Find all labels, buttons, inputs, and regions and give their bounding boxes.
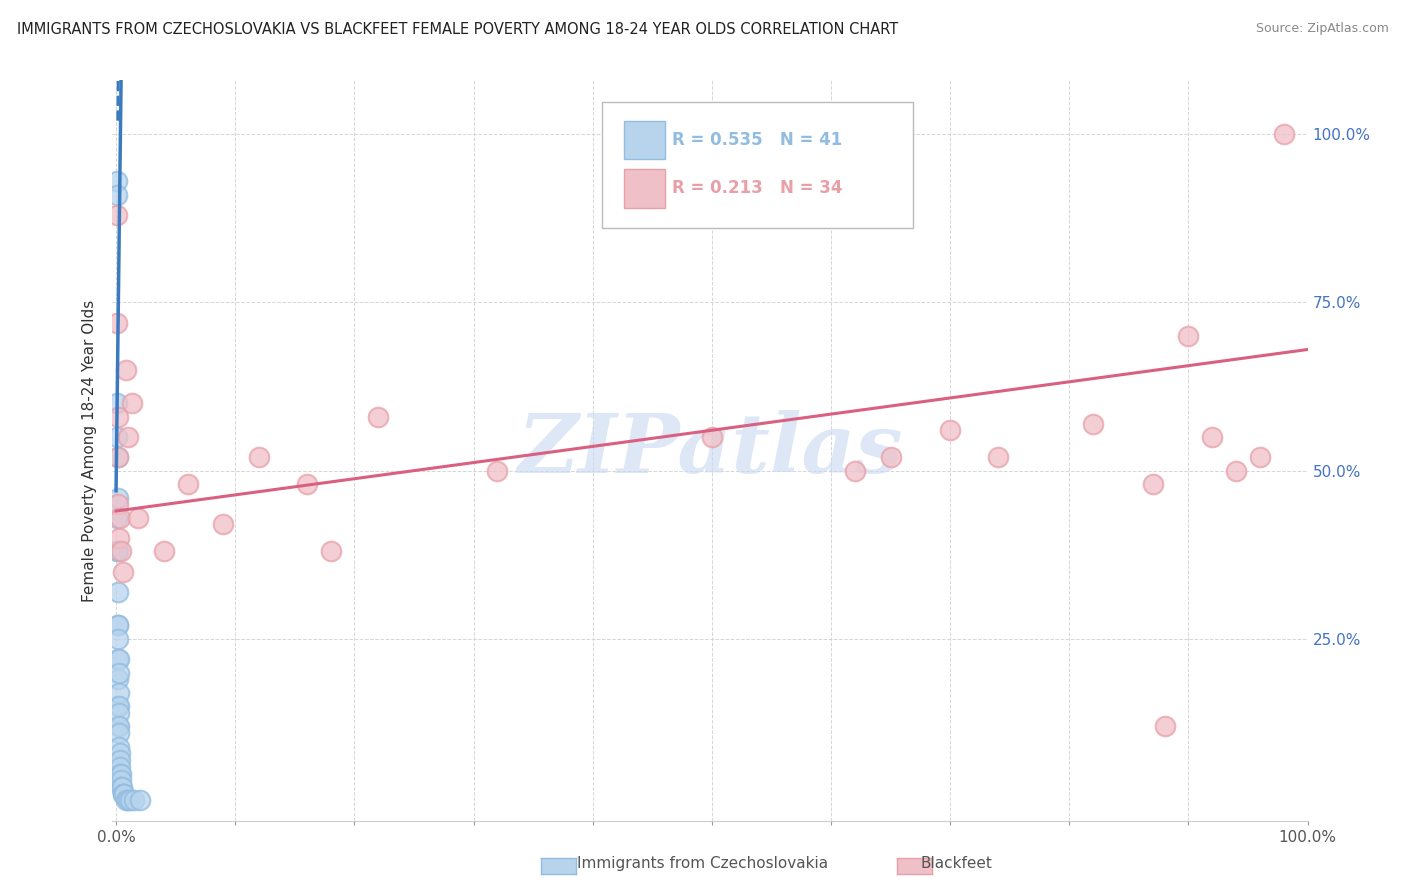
Point bbox=[110, 766, 132, 780]
Point bbox=[107, 652, 129, 666]
Point bbox=[107, 316, 129, 330]
Point bbox=[117, 793, 139, 807]
Point bbox=[107, 497, 129, 511]
Point bbox=[367, 409, 389, 424]
Point bbox=[112, 787, 135, 801]
Point bbox=[1201, 430, 1223, 444]
Point bbox=[108, 531, 131, 545]
Point bbox=[107, 618, 129, 632]
Point bbox=[1142, 477, 1164, 491]
Point bbox=[1081, 417, 1104, 431]
Point bbox=[110, 780, 132, 794]
Point bbox=[212, 517, 235, 532]
Point bbox=[247, 450, 270, 465]
Point bbox=[114, 362, 136, 376]
Point bbox=[939, 423, 962, 437]
Point bbox=[107, 544, 129, 558]
Point bbox=[108, 753, 131, 767]
Point bbox=[107, 450, 129, 465]
Point bbox=[111, 787, 134, 801]
Text: IMMIGRANTS FROM CZECHOSLOVAKIA VS BLACKFEET FEMALE POVERTY AMONG 18-24 YEAR OLDS: IMMIGRANTS FROM CZECHOSLOVAKIA VS BLACKF… bbox=[17, 22, 898, 37]
Point bbox=[105, 174, 128, 188]
Point bbox=[108, 706, 131, 720]
Point bbox=[107, 719, 129, 733]
Point bbox=[176, 477, 198, 491]
Point bbox=[1225, 464, 1247, 478]
Point bbox=[319, 544, 342, 558]
Point bbox=[1153, 719, 1175, 733]
Point bbox=[1177, 329, 1199, 343]
Point bbox=[108, 739, 131, 754]
Point bbox=[112, 565, 135, 579]
FancyBboxPatch shape bbox=[624, 121, 665, 160]
Point bbox=[107, 673, 129, 687]
Point bbox=[108, 510, 131, 524]
Text: R = 0.535   N = 41: R = 0.535 N = 41 bbox=[672, 130, 842, 148]
Point bbox=[107, 510, 129, 524]
Point bbox=[107, 699, 129, 714]
Point bbox=[114, 793, 136, 807]
Y-axis label: Female Poverty Among 18-24 Year Olds: Female Poverty Among 18-24 Year Olds bbox=[82, 300, 97, 601]
Point bbox=[110, 544, 132, 558]
Point bbox=[127, 510, 149, 524]
Point bbox=[108, 719, 131, 733]
Point bbox=[105, 187, 128, 202]
Point bbox=[700, 430, 723, 444]
Point bbox=[107, 491, 129, 505]
FancyBboxPatch shape bbox=[624, 169, 665, 208]
Point bbox=[128, 793, 150, 807]
Text: Blackfeet: Blackfeet bbox=[920, 856, 993, 871]
Point bbox=[107, 665, 129, 680]
Point bbox=[107, 618, 129, 632]
Point bbox=[107, 409, 129, 424]
Text: Source: ZipAtlas.com: Source: ZipAtlas.com bbox=[1256, 22, 1389, 36]
Point bbox=[107, 544, 129, 558]
Point bbox=[112, 787, 135, 801]
Point bbox=[111, 780, 134, 794]
Point bbox=[152, 544, 174, 558]
Point bbox=[107, 450, 129, 465]
Point bbox=[1272, 127, 1295, 141]
Point bbox=[121, 396, 143, 410]
Point bbox=[110, 766, 132, 780]
Point bbox=[987, 450, 1010, 465]
Point bbox=[486, 464, 509, 478]
Point bbox=[108, 747, 131, 761]
Point bbox=[107, 699, 129, 714]
Point bbox=[105, 430, 128, 444]
Point bbox=[107, 652, 129, 666]
Point bbox=[107, 686, 129, 700]
Point bbox=[108, 726, 131, 740]
Point bbox=[108, 760, 131, 774]
Text: R = 0.213   N = 34: R = 0.213 N = 34 bbox=[672, 178, 842, 196]
Point bbox=[107, 632, 129, 646]
Point bbox=[107, 584, 129, 599]
Point bbox=[105, 208, 128, 222]
Point bbox=[1249, 450, 1271, 465]
Point bbox=[122, 793, 145, 807]
Point bbox=[844, 464, 866, 478]
Text: Immigrants from Czechoslovakia: Immigrants from Czechoslovakia bbox=[578, 856, 828, 871]
Point bbox=[110, 773, 132, 788]
Point bbox=[295, 477, 318, 491]
FancyBboxPatch shape bbox=[603, 103, 914, 228]
Point bbox=[117, 430, 139, 444]
Point bbox=[120, 793, 142, 807]
Point bbox=[879, 450, 901, 465]
Point bbox=[105, 396, 128, 410]
Text: ZIPatlas: ZIPatlas bbox=[517, 410, 903, 491]
